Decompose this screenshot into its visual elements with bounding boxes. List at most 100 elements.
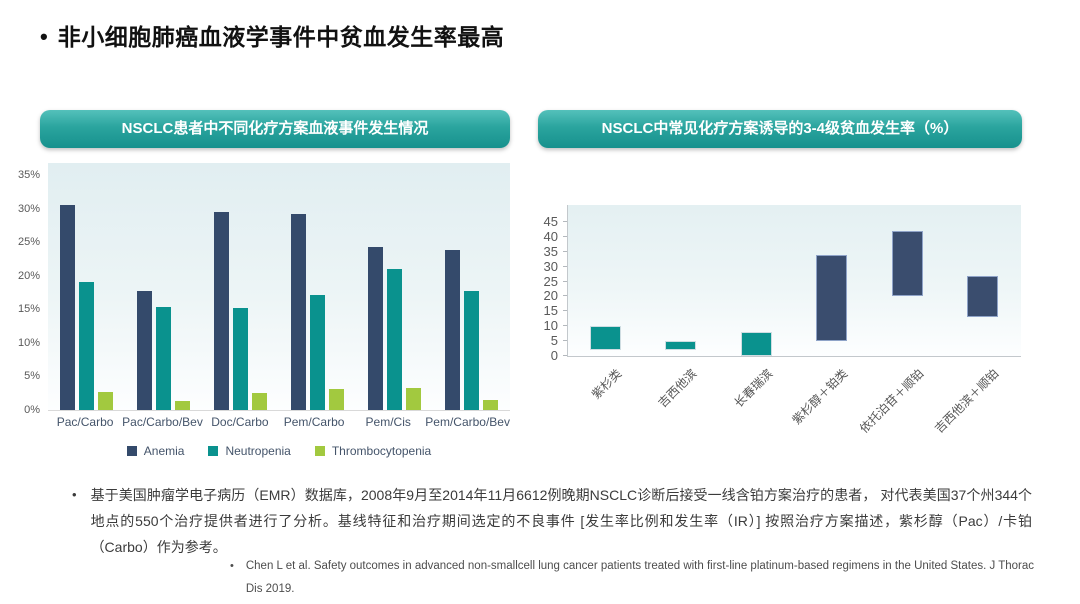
legend-item-thrombocytopenia: Thrombocytopenia xyxy=(314,444,432,458)
y-tick-mark xyxy=(563,355,567,356)
range-bar-slot xyxy=(795,205,871,356)
anemia-bar xyxy=(60,205,75,410)
anemia-bar xyxy=(368,246,383,410)
thrombocytopenia-bar xyxy=(252,393,267,410)
footnote-text: 基于美国肿瘤学电子病历（EMR）数据库，2008年9月至2014年11月6612… xyxy=(90,487,1032,555)
y-tick-mark xyxy=(563,310,567,312)
title-bullet: • xyxy=(40,24,48,49)
neutropenia-bar xyxy=(464,290,479,410)
y-tick-mark xyxy=(563,250,567,252)
y-tick-label: 35 xyxy=(543,243,558,259)
neutropenia-bar xyxy=(310,294,325,410)
thrombocytopenia-bar xyxy=(406,387,421,410)
neutropenia-bar xyxy=(387,269,402,410)
bar-group-pem-carbo xyxy=(279,163,356,410)
x-tick-label: Pem/Cis xyxy=(365,415,411,429)
legend-label-thrombocytopenia: Thrombocytopenia xyxy=(331,444,432,458)
neutropenia-bar xyxy=(79,282,94,410)
y-tick-label: 5% xyxy=(24,370,40,383)
x-tick-label: 紫杉类 xyxy=(588,366,625,402)
y-tick-mark xyxy=(563,235,567,237)
legend-label-neutropenia: Neutropenia xyxy=(225,444,291,458)
left-chart-plot-area xyxy=(48,163,510,411)
anemia-swatch-icon xyxy=(126,446,137,456)
x-tick-label: 依托泊苷＋顺铂 xyxy=(856,366,927,436)
y-tick-label: 0 xyxy=(550,348,558,363)
y-tick-label: 30 xyxy=(543,258,558,274)
right-chart-y-axis: 0 5 10 15 20 25 30 35 40 45 xyxy=(528,205,567,363)
anemia-bar xyxy=(214,211,229,410)
y-tick-label: 15% xyxy=(17,303,40,316)
anemia-bar xyxy=(137,291,152,410)
thrombocytopenia-swatch-icon xyxy=(314,446,325,456)
y-tick-label: 40 xyxy=(543,228,558,244)
y-tick-mark xyxy=(563,280,567,282)
thrombocytopenia-bar xyxy=(175,401,190,410)
range-bar-slot xyxy=(568,205,644,356)
neutropenia-swatch-icon xyxy=(208,446,219,456)
y-tick-mark xyxy=(563,265,567,267)
reference-bullet: • xyxy=(230,560,234,572)
y-tick-label: 5 xyxy=(550,333,558,349)
left-chart-legend: Anemia Neutropenia Thrombocytopenia xyxy=(48,444,510,458)
y-tick-label: 30% xyxy=(17,202,40,215)
thrombocytopenia-bar xyxy=(329,388,344,410)
bar-group-doc-carbo xyxy=(202,163,279,410)
range-bar-slot xyxy=(644,205,720,356)
y-tick-label: 35% xyxy=(17,169,40,181)
x-tick-label: 吉西他滨＋顺铂 xyxy=(932,366,1002,436)
bar-group-pac-carbo xyxy=(48,163,125,410)
range-bar xyxy=(891,230,923,297)
y-tick-label: 20% xyxy=(17,269,40,282)
legend-label-anemia: Anemia xyxy=(143,444,185,458)
range-bar xyxy=(665,341,697,351)
bar-group-pac-carbo-bev xyxy=(125,163,202,410)
y-tick-label: 45 xyxy=(543,214,558,229)
range-bar xyxy=(967,275,999,318)
left-chart-y-axis: 0% 5% 10% 15% 20% 25% 30% 35% xyxy=(0,163,44,416)
title-row: • 非小细胞肺癌血液学事件中贫血发生率最高 xyxy=(40,22,504,52)
x-tick-label: Doc/Carbo xyxy=(211,415,269,429)
range-bar-slot xyxy=(870,205,946,356)
neutropenia-bar xyxy=(233,307,248,410)
left-chart-header: NSCLC患者中不同化疗方案血液事件发生情况 xyxy=(40,110,510,148)
bar-group-pem-carbo-bev xyxy=(433,163,510,410)
y-tick-label: 25% xyxy=(17,236,40,249)
range-bar xyxy=(589,326,621,351)
x-tick-label: 吉西他滨 xyxy=(655,366,700,411)
right-chart-header: NSCLC中常见化疗方案诱导的3-4级贫血发生率（%） xyxy=(538,110,1022,148)
x-tick-label: Pac/Carbo/Bev xyxy=(122,415,203,429)
x-tick-label: Pem/Carbo/Bev xyxy=(425,415,510,429)
thrombocytopenia-bar xyxy=(483,399,498,410)
left-chart-x-axis-labels: Pac/Carbo Pac/Carbo/Bev Doc/Carbo Pem/Carbo… xyxy=(48,415,510,429)
reference-item: • Chen L et al. Safety outcomes in advan… xyxy=(230,555,1050,601)
y-tick-mark xyxy=(563,325,567,327)
page-title: 非小细胞肺癌血液学事件中贫血发生率最高 xyxy=(57,24,505,50)
y-tick-label: 15 xyxy=(543,303,558,319)
range-bar-slot xyxy=(946,205,1022,356)
neutropenia-bar xyxy=(156,307,171,410)
right-chart-plot-area xyxy=(567,205,1021,357)
y-tick-label: 10 xyxy=(543,318,558,334)
y-tick-label: 20 xyxy=(543,288,558,304)
y-tick-label: 25 xyxy=(543,273,558,289)
x-tick-label: 长春瑞滨 xyxy=(731,366,776,411)
footnote-bullet: • xyxy=(72,487,77,502)
x-tick-label: Pac/Carbo xyxy=(56,415,114,429)
legend-item-anemia: Anemia xyxy=(126,444,185,458)
reference-text: Chen L et al. Safety outcomes in advance… xyxy=(245,560,1035,595)
y-tick-label: 0% xyxy=(24,404,40,416)
range-bar-slot xyxy=(719,205,795,356)
right-chart-x-axis-labels: 紫杉类 吉西他滨 长春瑞滨 紫杉醇＋铂类 依托泊苷＋顺铂 吉西他滨＋顺铂 xyxy=(567,357,1020,467)
y-tick-mark xyxy=(563,221,567,222)
thrombocytopenia-bar xyxy=(98,391,113,410)
range-bar xyxy=(816,254,848,342)
x-tick-label: 紫杉醇＋铂类 xyxy=(789,366,851,428)
range-bar xyxy=(740,332,772,356)
y-tick-mark xyxy=(563,340,567,342)
y-tick-mark xyxy=(563,295,567,297)
anemia-bar xyxy=(445,250,460,410)
references: • Chen L et al. Safety outcomes in advan… xyxy=(230,555,1050,604)
anemia-bar xyxy=(291,213,306,410)
